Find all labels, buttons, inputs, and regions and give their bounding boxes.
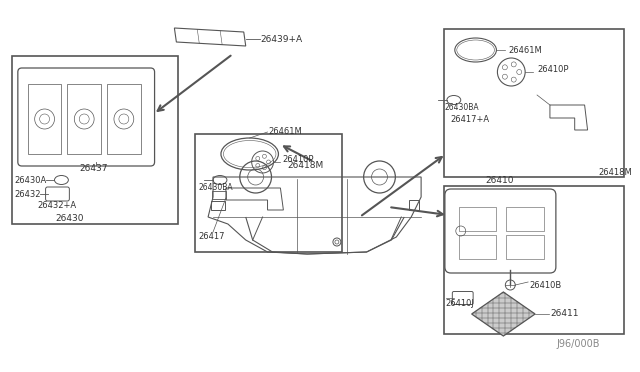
Bar — [444, 186, 624, 334]
Text: 26417: 26417 — [198, 231, 225, 241]
Text: 26432: 26432 — [15, 189, 42, 199]
Bar — [459, 235, 497, 259]
Bar — [28, 84, 61, 154]
Text: 26437: 26437 — [79, 164, 108, 173]
Text: 26439+A: 26439+A — [260, 35, 303, 44]
Text: 26410P: 26410P — [537, 64, 568, 74]
Text: 26461M: 26461M — [508, 45, 542, 55]
Text: 26430A: 26430A — [15, 176, 47, 185]
Text: 26432+A: 26432+A — [38, 201, 77, 209]
Bar — [409, 200, 419, 210]
Bar — [444, 29, 624, 177]
Bar — [506, 207, 544, 231]
Text: 26430: 26430 — [55, 214, 84, 222]
Text: 26411: 26411 — [550, 310, 579, 318]
Text: 26430BA: 26430BA — [445, 103, 479, 112]
Polygon shape — [472, 292, 535, 336]
Text: 26418M: 26418M — [287, 160, 324, 170]
Text: 26410B: 26410B — [529, 280, 561, 289]
Text: 26410: 26410 — [486, 176, 514, 185]
Bar — [67, 84, 101, 154]
Bar — [211, 201, 225, 210]
Text: 26410P: 26410P — [282, 154, 314, 164]
Text: 26417+A: 26417+A — [451, 115, 490, 124]
Text: 26410J: 26410J — [446, 299, 475, 308]
Bar — [12, 56, 179, 224]
Bar — [506, 235, 544, 259]
Bar — [212, 191, 226, 199]
Text: 26418M: 26418M — [598, 167, 632, 176]
Bar — [459, 207, 497, 231]
Text: 26430BA: 26430BA — [198, 183, 233, 192]
Bar — [107, 84, 141, 154]
Text: 26461M: 26461M — [269, 126, 302, 135]
Text: J96/000B: J96/000B — [557, 339, 600, 349]
Bar — [195, 134, 342, 252]
